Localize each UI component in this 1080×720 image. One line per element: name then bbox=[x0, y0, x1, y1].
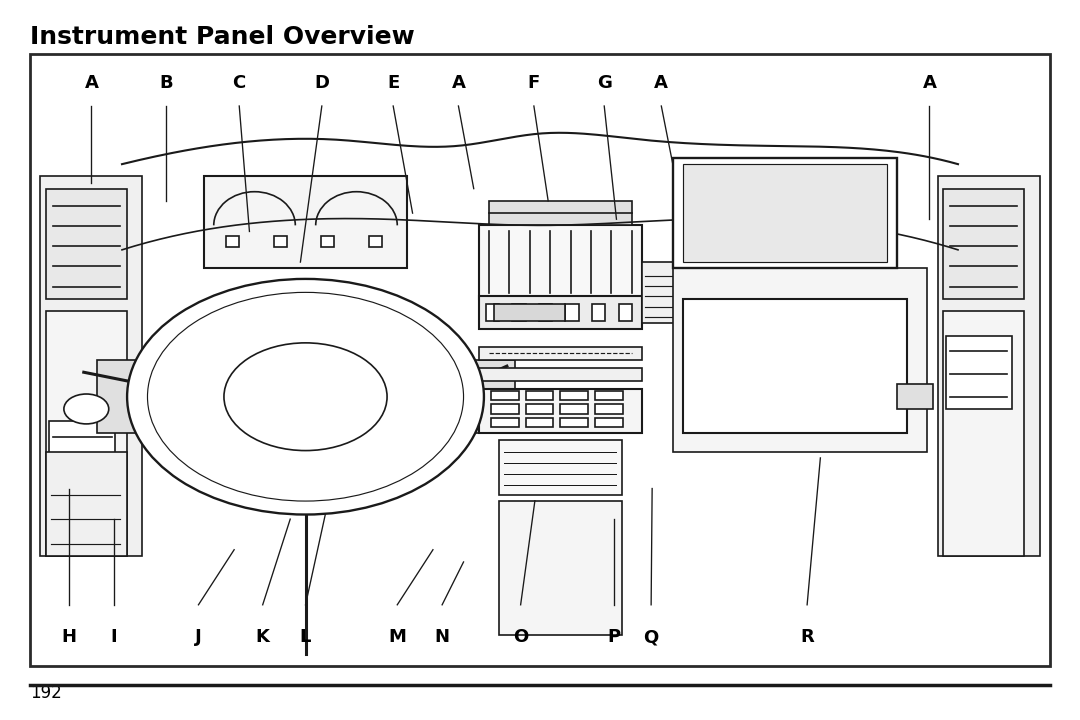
Bar bbox=[478, 225, 642, 299]
Bar bbox=[946, 336, 1012, 409]
Bar bbox=[491, 390, 518, 400]
Text: I: I bbox=[110, 629, 117, 647]
Text: B: B bbox=[159, 73, 173, 91]
Bar bbox=[226, 235, 240, 247]
Text: J: J bbox=[195, 629, 202, 647]
Text: C: C bbox=[232, 73, 246, 91]
Bar bbox=[45, 311, 127, 556]
Text: H: H bbox=[62, 629, 77, 647]
Text: A: A bbox=[84, 73, 98, 91]
Text: D: D bbox=[314, 73, 329, 91]
Text: O: O bbox=[513, 629, 528, 647]
Bar bbox=[478, 368, 642, 382]
Text: 192: 192 bbox=[30, 684, 62, 701]
Text: N: N bbox=[434, 629, 449, 647]
Bar bbox=[561, 418, 588, 427]
Bar bbox=[454, 360, 514, 433]
Bar bbox=[478, 346, 642, 360]
Text: R: R bbox=[800, 629, 814, 647]
Text: M: M bbox=[389, 629, 406, 647]
Text: F: F bbox=[528, 73, 540, 91]
Bar bbox=[321, 235, 335, 247]
Bar bbox=[499, 439, 622, 495]
Bar bbox=[595, 404, 622, 414]
Bar bbox=[943, 189, 1024, 299]
Bar bbox=[478, 390, 642, 433]
Bar bbox=[896, 384, 932, 409]
Bar bbox=[595, 390, 622, 400]
Text: L: L bbox=[300, 629, 311, 647]
Bar bbox=[683, 299, 907, 433]
Bar bbox=[561, 390, 588, 400]
Bar bbox=[526, 418, 553, 427]
Text: E: E bbox=[387, 73, 400, 91]
Bar bbox=[40, 176, 143, 556]
Bar bbox=[566, 305, 579, 321]
Bar bbox=[673, 269, 928, 452]
Bar bbox=[203, 176, 407, 269]
Bar bbox=[513, 305, 526, 321]
Bar bbox=[526, 390, 553, 400]
Circle shape bbox=[64, 394, 109, 424]
Ellipse shape bbox=[224, 343, 387, 451]
Bar bbox=[595, 418, 622, 427]
Bar bbox=[368, 235, 382, 247]
Text: A: A bbox=[451, 73, 465, 91]
Bar bbox=[30, 54, 1050, 666]
Bar bbox=[943, 311, 1024, 556]
Bar bbox=[561, 404, 588, 414]
Ellipse shape bbox=[127, 279, 484, 515]
Bar bbox=[45, 452, 127, 556]
Bar bbox=[937, 176, 1040, 556]
Text: P: P bbox=[608, 629, 621, 647]
Bar bbox=[478, 296, 642, 329]
Text: A: A bbox=[922, 73, 936, 91]
Text: A: A bbox=[654, 73, 669, 91]
Bar bbox=[486, 305, 499, 321]
Bar bbox=[642, 262, 724, 323]
Text: Instrument Panel Overview: Instrument Panel Overview bbox=[30, 25, 415, 49]
Bar bbox=[619, 305, 632, 321]
Text: K: K bbox=[256, 629, 270, 647]
Bar bbox=[489, 201, 632, 225]
Bar bbox=[495, 305, 566, 321]
Bar bbox=[96, 360, 158, 433]
Bar bbox=[526, 404, 553, 414]
Bar bbox=[539, 305, 552, 321]
Bar bbox=[273, 235, 287, 247]
Bar bbox=[49, 421, 114, 495]
Bar bbox=[491, 418, 518, 427]
Bar bbox=[592, 305, 605, 321]
Text: G: G bbox=[597, 73, 611, 91]
Bar bbox=[683, 164, 887, 262]
Text: Q: Q bbox=[644, 629, 659, 647]
Bar bbox=[673, 158, 896, 269]
Bar bbox=[491, 404, 518, 414]
Bar bbox=[499, 501, 622, 636]
Bar bbox=[45, 189, 127, 299]
